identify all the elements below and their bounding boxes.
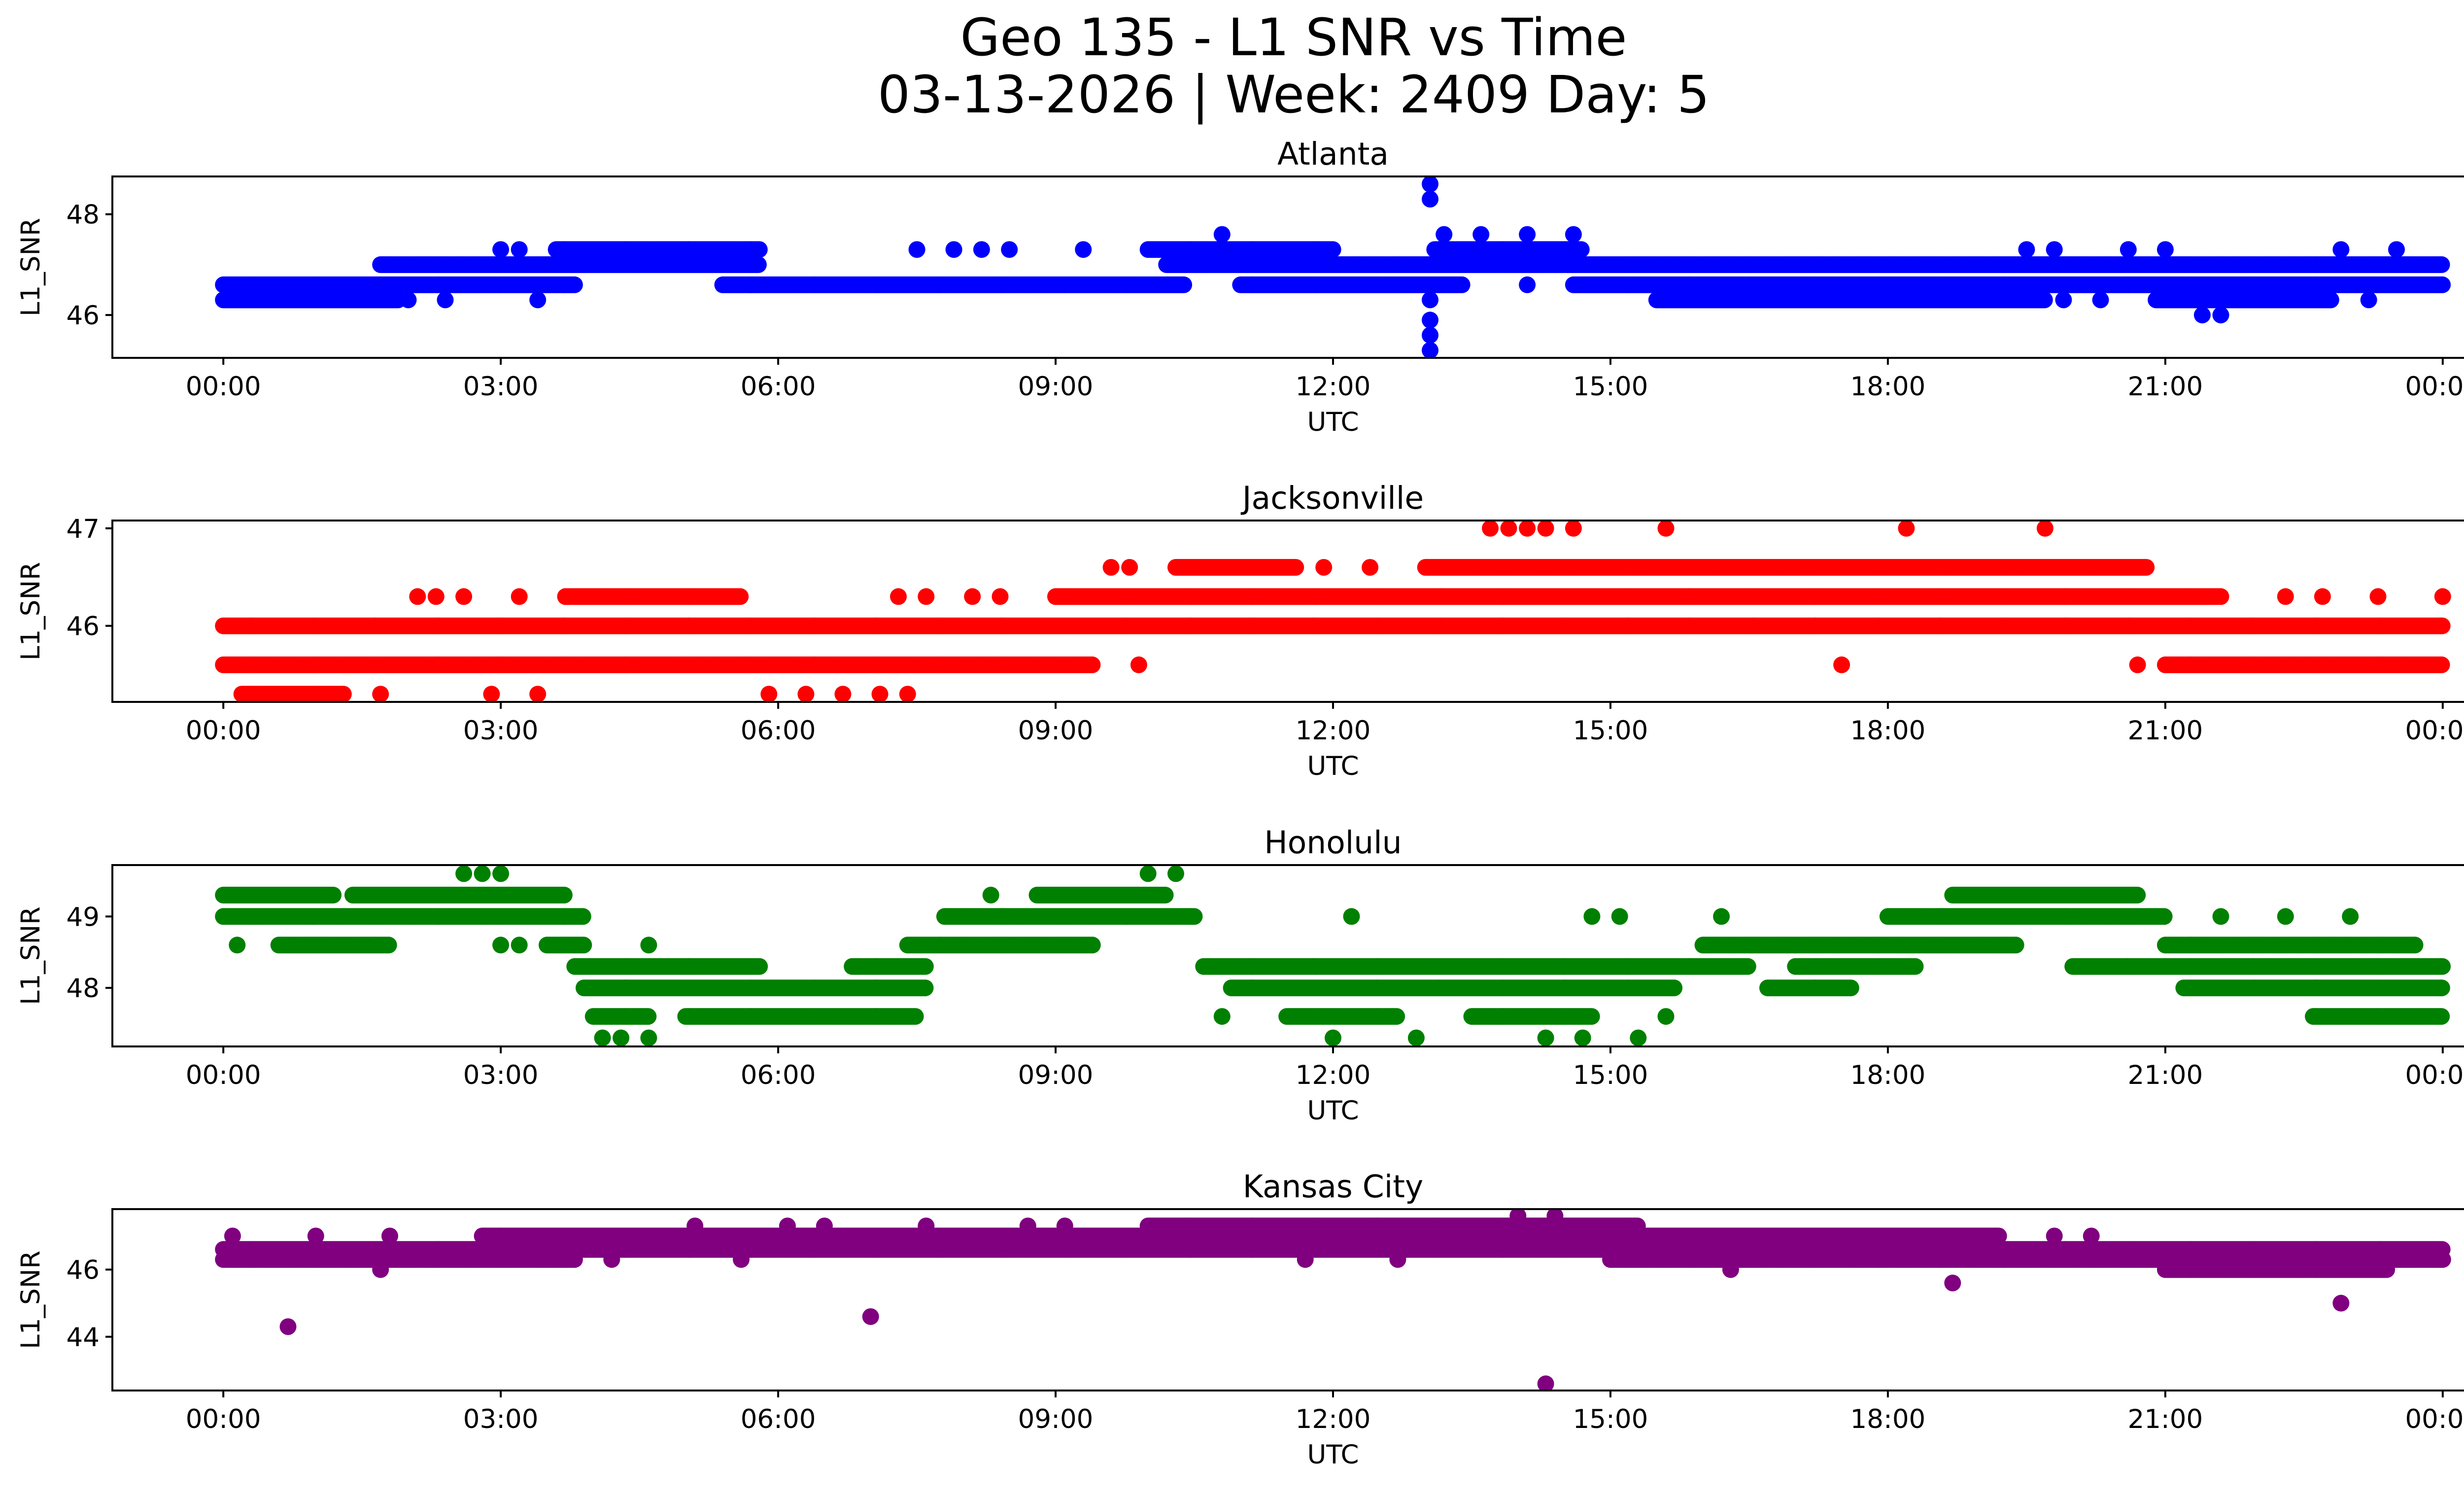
atlanta-outlier-point	[1422, 312, 1438, 329]
figure-title-line1: Geo 135 - L1 SNR vs Time	[960, 7, 1627, 68]
atlanta-point	[2036, 291, 2053, 309]
atlanta-outlier-point	[1422, 291, 1438, 309]
atlanta-point	[750, 256, 767, 273]
atlanta-outlier-point	[1519, 276, 1536, 293]
atlanta-x-tick-label: 21:00	[2127, 372, 2203, 402]
atlanta-outlier-point	[2212, 307, 2229, 324]
atlanta-series	[215, 176, 2451, 358]
jacksonville-point	[1084, 656, 1101, 673]
atlanta-y-tick-label: 48	[67, 200, 100, 230]
jacksonville-point	[2433, 617, 2451, 634]
atlanta-x-axis-label: UTC	[1307, 407, 1359, 437]
atlanta-outlier-point	[2120, 241, 2137, 258]
atlanta-outlier-point	[2332, 241, 2350, 258]
atlanta-x-tick-label: 03:00	[463, 372, 539, 402]
atlanta-outlier-point	[437, 291, 454, 309]
atlanta-point	[1453, 276, 1471, 293]
atlanta-outlier-point	[1422, 176, 1438, 193]
atlanta-point	[2434, 276, 2451, 293]
atlanta-outlier-point	[1565, 226, 1582, 243]
atlanta-outlier-point	[1075, 241, 1092, 258]
atlanta-x-tick-label: 06:00	[741, 372, 816, 402]
atlanta-x-tick-label: 12:00	[1296, 372, 1371, 402]
atlanta-outlier-point	[1422, 327, 1438, 344]
atlanta-outlier-point	[511, 241, 528, 258]
atlanta-x-tick-label: 00:00	[186, 372, 261, 402]
atlanta-outlier-point	[2092, 291, 2109, 309]
atlanta-outlier-point	[2055, 291, 2072, 309]
atlanta-outlier-point	[1436, 226, 1453, 243]
atlanta-y-tick-label: 46	[67, 301, 100, 331]
atlanta-point	[566, 276, 583, 293]
atlanta-x-tick-label: 18:00	[1850, 372, 1926, 402]
atlanta-outlier-point	[2360, 291, 2377, 309]
atlanta-outlier-point	[529, 291, 547, 309]
atlanta-outlier-point	[2046, 241, 2063, 258]
atlanta-y-axis-label: L1_SNR	[16, 218, 46, 316]
atlanta-x-tick-label: 15:00	[1573, 372, 1648, 402]
atlanta-outlier-point	[908, 241, 925, 258]
atlanta-outlier-point	[1519, 226, 1536, 243]
atlanta-outlier-point	[400, 291, 417, 309]
figure-title-line2: 03-13-2026 | Week: 2409 Day: 5	[878, 65, 1710, 125]
atlanta-panel: Atlanta 00:00 03:00 06:00 09:00 12:00 15:00 18:…	[16, 136, 2464, 437]
atlanta-outlier-point	[492, 241, 510, 258]
jacksonville-series	[215, 521, 2451, 702]
atlanta-x-tick-label: 00:00	[2405, 372, 2464, 402]
atlanta-x-tick-label: 09:00	[1018, 372, 1094, 402]
atlanta-outlier-point	[2193, 307, 2211, 324]
atlanta-outlier-point	[1422, 191, 1438, 208]
atlanta-title: Atlanta	[1277, 136, 1389, 172]
atlanta-point	[2433, 256, 2450, 273]
atlanta-point	[2322, 291, 2339, 309]
atlanta-point	[751, 241, 768, 258]
atlanta-outlier-point	[1472, 226, 1490, 243]
atlanta-point	[1324, 241, 1341, 258]
atlanta-outlier-point	[1213, 226, 1231, 243]
atlanta-point	[1175, 276, 1193, 293]
atlanta-outlier-point	[1001, 241, 1018, 258]
jacksonville-title: Jacksonville	[1240, 480, 1424, 516]
subplots: Atlanta 00:00 03:00 06:00 09:00 12:00 15:00 18:…	[16, 136, 2464, 1470]
atlanta-outlier-point	[2388, 241, 2405, 258]
atlanta-point	[1573, 241, 1590, 258]
atlanta-outlier-point	[945, 241, 962, 258]
atlanta-outlier-point	[1422, 342, 1438, 358]
atlanta-outlier-point	[2018, 241, 2035, 258]
atlanta-outlier-point	[2156, 241, 2174, 258]
atlanta-outlier-point	[973, 241, 990, 258]
